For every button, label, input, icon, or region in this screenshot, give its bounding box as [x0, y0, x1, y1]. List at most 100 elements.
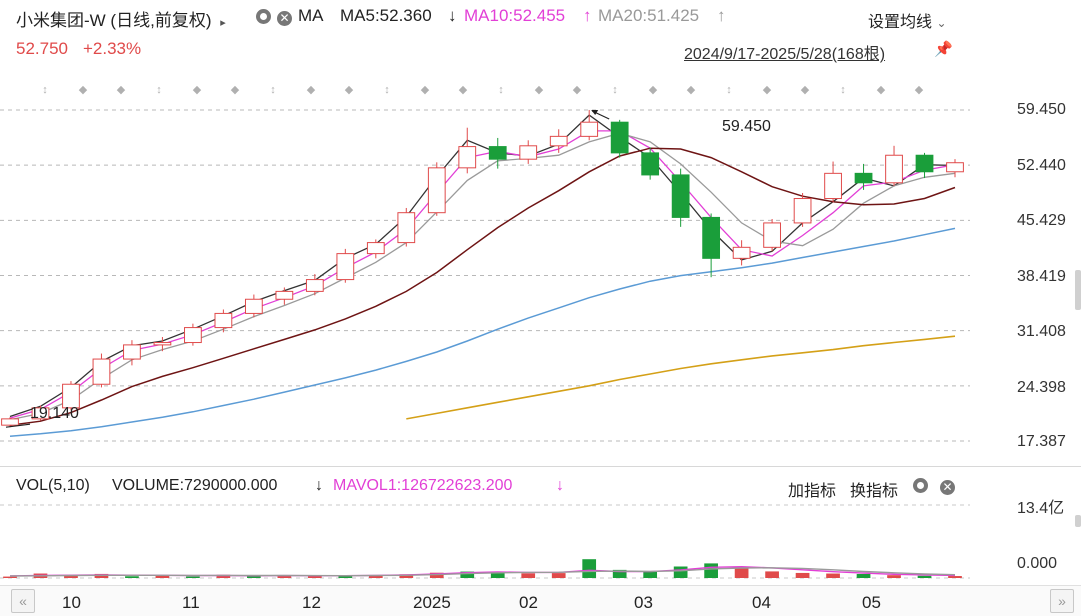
add-indicator-button[interactable]: 加指标	[788, 483, 837, 500]
candle	[610, 121, 629, 154]
candle	[123, 344, 141, 360]
candle	[397, 212, 416, 244]
scroll-right-button[interactable]: »	[1050, 589, 1074, 613]
volume-bar	[338, 575, 353, 578]
event-marker-icon: ◆	[79, 84, 88, 96]
volume-bar	[887, 575, 901, 578]
volume-bar	[247, 576, 261, 578]
y-tick-label: 24.398	[1017, 379, 1066, 396]
last-price: 52.750	[16, 39, 68, 58]
event-marker-icon: ◆	[763, 84, 772, 96]
event-marker-icon: ◆	[307, 84, 316, 96]
candle	[732, 246, 751, 259]
mavol-value: MAVOL1:126722623.200	[333, 477, 513, 494]
candle	[62, 383, 80, 409]
volume-bar	[673, 566, 688, 578]
gear-icon[interactable]	[256, 9, 271, 29]
price-change: +2.33%	[83, 39, 142, 58]
x-tick-label: 11	[182, 593, 200, 612]
event-marker-icon: ◆	[421, 84, 430, 96]
volume-bar	[795, 572, 810, 578]
volume-chart[interactable]	[0, 500, 1081, 585]
date-range[interactable]: 2024/9/17-2025/5/28(168根)	[684, 46, 886, 63]
y-tick-label: 52.440	[1017, 157, 1066, 174]
volume-bar	[582, 559, 597, 578]
gear-icon[interactable]	[913, 478, 928, 498]
x-tick-label: 03	[634, 593, 653, 612]
candle	[427, 167, 446, 214]
close-icon[interactable]: ✕	[277, 9, 292, 27]
volume-arrow-icon: ↓	[315, 477, 323, 494]
volume-bar	[186, 576, 200, 578]
candle	[214, 312, 233, 329]
candle	[92, 358, 111, 385]
y-tick-label: 13.4亿	[1017, 500, 1065, 517]
event-marker-icon: ↕	[726, 84, 732, 96]
high-pointer-head-icon	[591, 110, 599, 115]
ma-line-ma120	[9, 227, 956, 437]
candle	[519, 145, 538, 160]
right-panel-handle[interactable]	[1075, 515, 1081, 527]
volume-bar	[734, 567, 749, 578]
vol-label: VOL(5,10)	[16, 477, 90, 494]
volume-bar	[704, 563, 718, 578]
volume-bar	[399, 574, 414, 578]
candle	[885, 154, 903, 184]
volume-bar	[64, 575, 78, 578]
volume-bar	[155, 575, 170, 578]
volume-bar	[521, 573, 536, 578]
event-marker-icon: ◆	[535, 84, 544, 96]
candle	[366, 242, 385, 255]
volume-bar	[368, 575, 383, 578]
event-marker-icon: ◆	[649, 84, 658, 96]
candle	[244, 298, 263, 314]
y-tick-label: 31.408	[1017, 323, 1066, 340]
ma-line-ma250	[406, 335, 956, 420]
event-marker-icon: ◆	[877, 84, 886, 96]
ma-line-ma60	[9, 147, 956, 426]
ma-settings-button[interactable]: 设置均线 ⌄	[868, 14, 947, 31]
ma10-arrow-icon: ↑	[583, 6, 592, 25]
switch-indicator-button[interactable]: 换指标	[850, 483, 899, 500]
volume-bar	[460, 571, 475, 578]
event-marker-icon: ◆	[231, 84, 240, 96]
ma5-arrow-icon: ↓	[448, 6, 457, 25]
candle	[702, 216, 721, 259]
x-tick-label: 10	[62, 593, 81, 612]
x-tick-label: 04	[752, 593, 771, 612]
volume-bar	[429, 572, 444, 578]
chevron-down-icon: ⌄	[936, 16, 947, 30]
right-panel-handle[interactable]	[1075, 270, 1081, 310]
caret-right-icon[interactable]: ▸	[220, 17, 226, 29]
ma-line-ma5	[9, 114, 956, 418]
ma10-value: MA10:52.455	[464, 6, 566, 25]
candle	[915, 154, 934, 173]
y-tick-label: 59.450	[1017, 101, 1066, 118]
event-marker-icon: ↕	[612, 84, 618, 96]
candle	[824, 172, 842, 200]
ma-line-ma10	[9, 130, 956, 419]
x-axis-bar	[0, 585, 1081, 616]
price-chart[interactable]: ↕ ◆ ◆ ↕ ◆ ◆ ↕ ◆ ◆ ↕ ◆ ◆ ↕ ◆ ◆ ↕ ◆ ◆ ↕ ◆ ◆ ↕ ◆ ◆	[0, 60, 1081, 475]
event-marker-icon: ◆	[117, 84, 126, 96]
volume-bar	[307, 575, 322, 578]
candle	[488, 146, 507, 160]
y-tick-label: 0.000	[1017, 555, 1058, 572]
volume-bar	[277, 575, 292, 578]
candle	[153, 342, 172, 346]
event-marker-icon: ↕	[840, 84, 846, 96]
volume-value: VOLUME:7290000.000	[112, 477, 278, 494]
ma-label: MA	[298, 6, 324, 25]
volume-bar	[917, 575, 932, 578]
event-marker-icon: ◆	[915, 84, 924, 96]
close-icon[interactable]: ✕	[940, 478, 955, 496]
volume-bar	[3, 576, 17, 578]
candle	[458, 146, 477, 169]
stock-title[interactable]: 小米集团-W (日线,前复权) ▸	[16, 11, 226, 30]
low-pointer	[5, 423, 31, 428]
candle	[793, 198, 812, 224]
high-annotation: 59.450	[722, 118, 771, 135]
scroll-left-button[interactable]: «	[11, 589, 35, 613]
x-tick-label: 2025	[413, 593, 451, 612]
pin-icon[interactable]: 📌	[934, 41, 953, 58]
